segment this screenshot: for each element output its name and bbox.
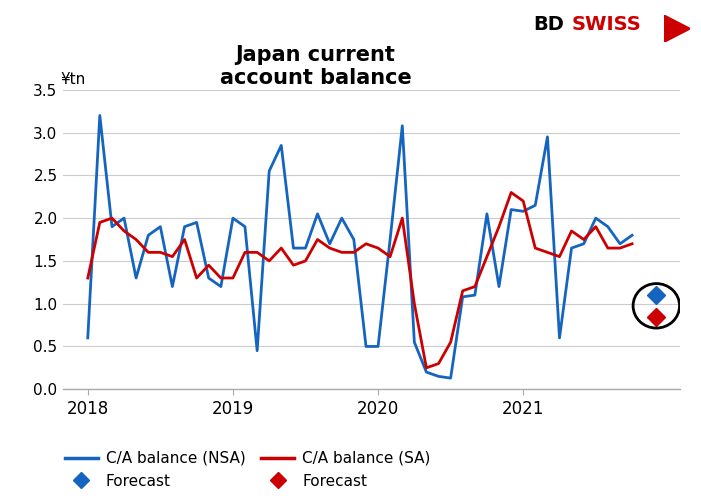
Text: ¥tn: ¥tn	[60, 72, 86, 87]
Text: Japan current
account balance: Japan current account balance	[219, 45, 411, 88]
Text: SWISS: SWISS	[571, 15, 641, 34]
Legend: C/A balance (NSA), Forecast, C/A balance (SA), Forecast: C/A balance (NSA), Forecast, C/A balance…	[58, 445, 437, 495]
Text: BD: BD	[533, 15, 564, 34]
Polygon shape	[664, 15, 690, 42]
